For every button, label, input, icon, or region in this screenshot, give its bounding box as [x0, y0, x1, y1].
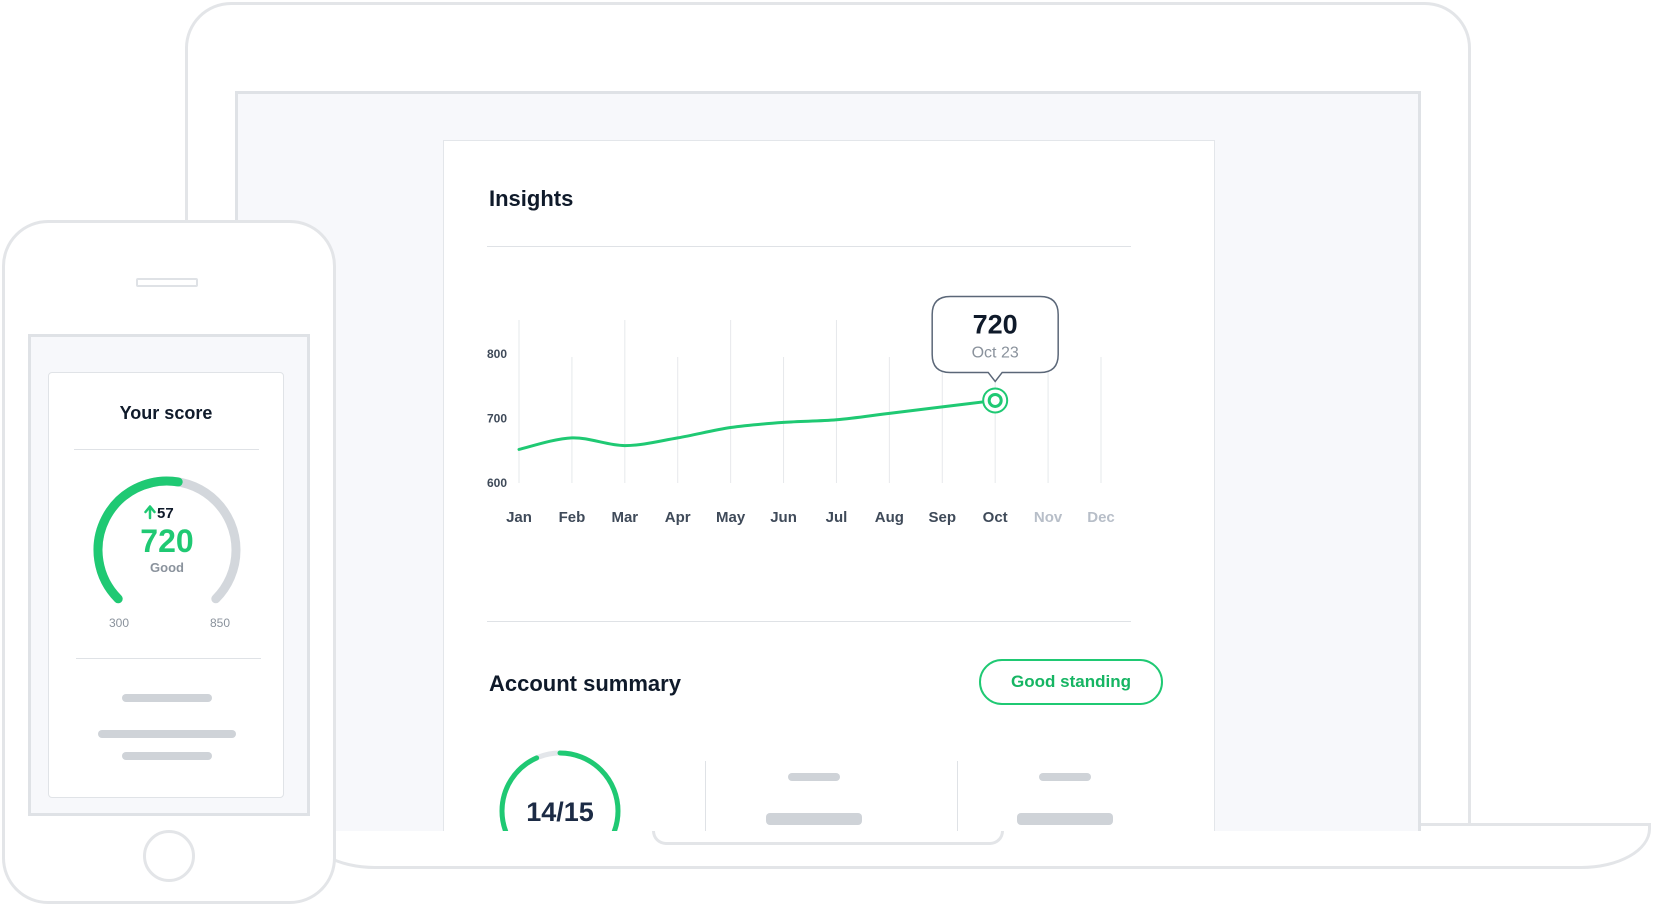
score-change: 57 [157, 505, 174, 522]
chart-x-labels: Jan Feb Mar Apr May Jun Jul Aug Sep Oct Nov Dec [506, 509, 1115, 526]
score-rating: Good [150, 560, 184, 575]
phone-home-button[interactable] [143, 830, 195, 882]
score-min: 300 [109, 616, 129, 630]
summary-divider [487, 621, 1131, 622]
x-label-mar: Mar [611, 509, 638, 526]
score-series-line [517, 398, 997, 451]
summary-column-divider [957, 761, 958, 831]
highlight-dot [987, 392, 1003, 408]
placeholder-bar [122, 752, 212, 760]
placeholder-bar [1017, 813, 1113, 825]
accounts-ratio: 14/15 [526, 797, 594, 827]
placeholder-bar [122, 694, 212, 702]
x-label-jun: Jun [770, 509, 797, 526]
insights-card: Insights 800 700 600 720 Oct 23 Jan Feb Mar Ap… [443, 140, 1215, 831]
x-label-jul: Jul [826, 509, 848, 526]
y-tick-800: 800 [487, 347, 507, 361]
score-title: Your score [119, 403, 213, 423]
score-card-divider [74, 449, 259, 450]
x-label-apr: Apr [665, 509, 691, 526]
gauge-fill [93, 476, 183, 604]
x-label-sep: Sep [929, 509, 957, 526]
x-label-oct: Oct [983, 509, 1008, 526]
y-tick-700: 700 [487, 412, 507, 426]
tooltip-bubble [931, 295, 1059, 383]
laptop-screen: Insights 800 700 600 720 Oct 23 Jan Feb Mar Ap… [235, 91, 1421, 831]
score-value: 720 [140, 523, 193, 559]
placeholder-bar [766, 813, 862, 825]
score-tooltip: 720 Oct 23 [931, 295, 1059, 383]
score-history-chart: 800 700 600 720 Oct 23 Jan Feb Mar Apr May Jun Ju… [487, 295, 1115, 526]
chart-y-ticks: 800 700 600 [487, 347, 507, 490]
good-standing-button[interactable]: Good standing [979, 659, 1163, 705]
score-gauge: 57 720 Good 300 850 [93, 476, 241, 630]
insights-title: Insights [489, 186, 574, 211]
insights-divider [487, 246, 1131, 247]
highlight-point[interactable] [982, 387, 1009, 414]
score-card-divider [76, 658, 261, 659]
score-max: 850 [210, 616, 230, 630]
phone-speaker [136, 278, 198, 287]
accounts-ring-progress [499, 750, 621, 831]
placeholder-bar [1039, 773, 1091, 781]
x-label-dec: Dec [1087, 509, 1115, 526]
accounts-ring: 14/15 [499, 750, 621, 831]
x-label-nov: Nov [1034, 509, 1063, 526]
chart-grid [518, 320, 1102, 483]
score-card [48, 372, 284, 798]
y-tick-600: 600 [487, 476, 507, 490]
summary-column-divider [705, 761, 706, 831]
account-summary-title: Account summary [489, 671, 681, 696]
arrow-up-icon [144, 505, 156, 520]
placeholder-bar [788, 773, 840, 781]
placeholder-bar [98, 730, 236, 738]
x-label-feb: Feb [559, 509, 586, 526]
x-label-aug: Aug [875, 509, 904, 526]
tooltip-date: Oct 23 [972, 344, 1019, 361]
tooltip-value: 720 [973, 309, 1018, 339]
x-label-may: May [716, 509, 746, 526]
x-label-jan: Jan [506, 509, 532, 526]
